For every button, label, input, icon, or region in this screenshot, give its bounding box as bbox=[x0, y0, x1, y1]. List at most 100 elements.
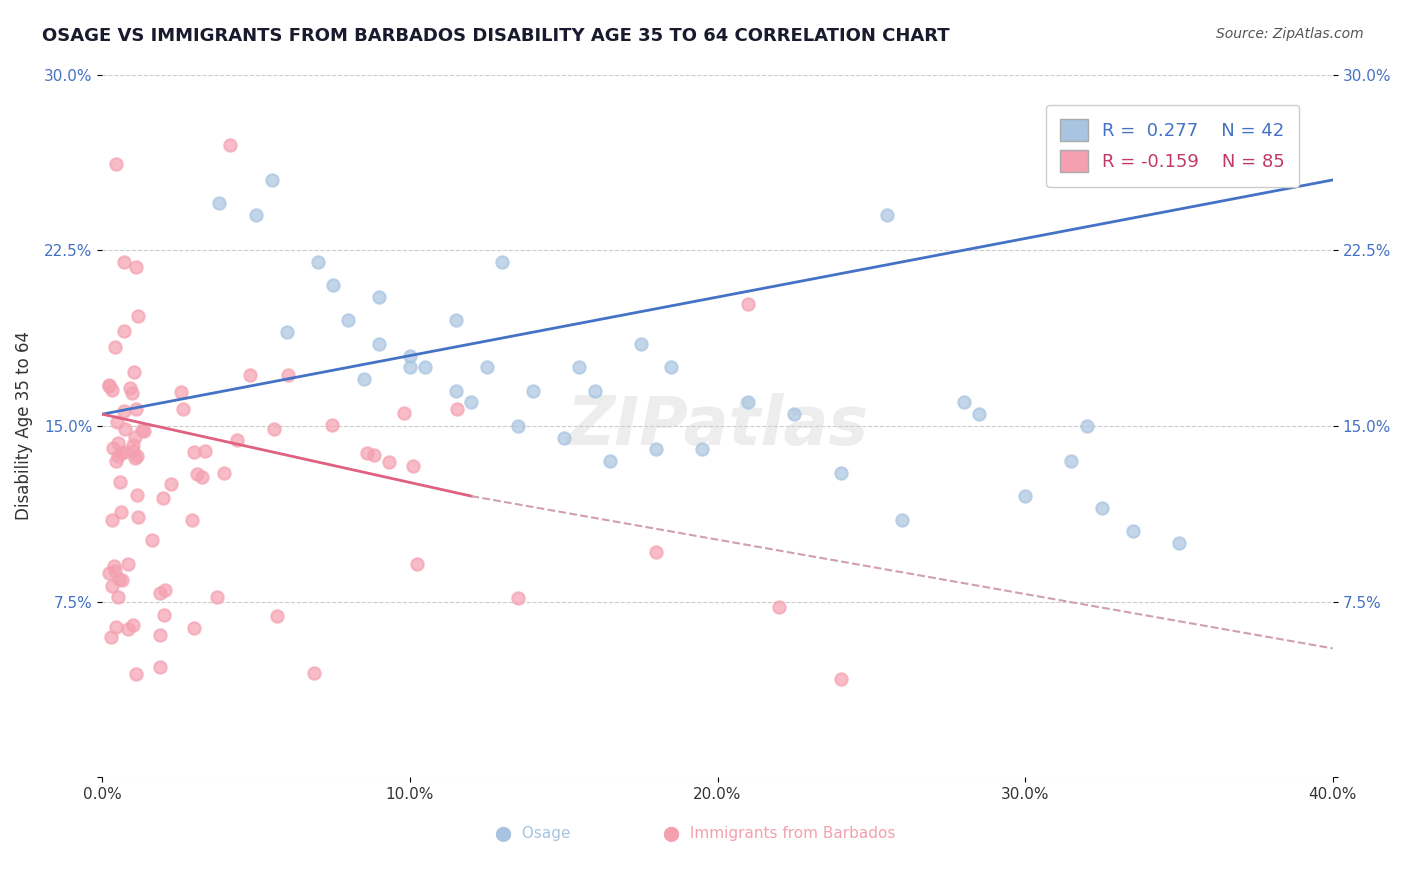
Point bbox=[322, 278, 344, 293]
Point bbox=[212, 467, 235, 481]
Point bbox=[630, 337, 652, 351]
Point bbox=[661, 360, 683, 375]
Point bbox=[392, 406, 415, 420]
Point bbox=[1060, 454, 1083, 468]
Point bbox=[952, 395, 974, 409]
Point bbox=[1091, 500, 1114, 515]
Point bbox=[363, 448, 385, 462]
Point bbox=[105, 454, 128, 468]
Point bbox=[125, 450, 148, 464]
Point bbox=[122, 366, 145, 380]
Point bbox=[111, 573, 134, 587]
Point bbox=[149, 628, 172, 642]
Point bbox=[783, 407, 806, 421]
Point bbox=[101, 513, 124, 527]
Point bbox=[120, 381, 142, 395]
Point bbox=[104, 620, 127, 634]
Point bbox=[239, 368, 262, 383]
Point bbox=[368, 290, 391, 304]
Point bbox=[302, 665, 325, 680]
Point bbox=[263, 422, 285, 436]
Point bbox=[153, 583, 176, 598]
Point bbox=[356, 445, 378, 459]
Point bbox=[260, 173, 283, 187]
Point bbox=[645, 545, 668, 559]
Point bbox=[690, 442, 713, 457]
Text: ⬤  Osage: ⬤ Osage bbox=[495, 826, 571, 842]
Point bbox=[149, 585, 172, 599]
Point bbox=[402, 458, 425, 473]
Point bbox=[276, 325, 298, 339]
Point bbox=[112, 254, 135, 268]
Point bbox=[186, 467, 208, 482]
Point bbox=[737, 395, 759, 409]
Point bbox=[170, 384, 193, 399]
Point bbox=[107, 590, 129, 604]
Point bbox=[160, 476, 183, 491]
Point bbox=[125, 401, 148, 416]
Point bbox=[125, 260, 148, 274]
Point bbox=[149, 659, 172, 673]
Point bbox=[104, 564, 127, 578]
Point bbox=[127, 509, 149, 524]
Point bbox=[506, 591, 529, 606]
Point bbox=[103, 559, 125, 574]
Point bbox=[399, 360, 422, 375]
Point bbox=[98, 379, 121, 393]
Text: Source: ZipAtlas.com: Source: ZipAtlas.com bbox=[1216, 27, 1364, 41]
Point bbox=[583, 384, 606, 398]
Point bbox=[110, 446, 132, 460]
Point bbox=[876, 208, 898, 222]
Point bbox=[124, 430, 146, 444]
Point bbox=[522, 384, 544, 398]
Point bbox=[152, 491, 174, 505]
Point bbox=[444, 384, 467, 398]
Point bbox=[121, 386, 143, 401]
Point bbox=[1384, 384, 1406, 398]
Point bbox=[103, 441, 125, 455]
Point bbox=[108, 475, 131, 489]
Y-axis label: Disability Age 35 to 64: Disability Age 35 to 64 bbox=[15, 332, 32, 520]
Point bbox=[378, 455, 401, 469]
Point bbox=[337, 313, 360, 327]
Point bbox=[98, 566, 121, 581]
Point bbox=[967, 407, 990, 421]
Point bbox=[568, 360, 591, 375]
Point bbox=[460, 395, 482, 409]
Point bbox=[122, 617, 145, 632]
Point bbox=[101, 579, 124, 593]
Point bbox=[321, 418, 343, 433]
Point bbox=[117, 622, 139, 636]
Point bbox=[1122, 524, 1144, 539]
Point bbox=[105, 157, 128, 171]
Point bbox=[506, 418, 529, 433]
Legend: R =  0.277    N = 42, R = -0.159    N = 85: R = 0.277 N = 42, R = -0.159 N = 85 bbox=[1046, 104, 1299, 186]
Point bbox=[108, 572, 131, 586]
Point bbox=[183, 621, 205, 635]
Point bbox=[122, 437, 145, 451]
Point bbox=[415, 360, 437, 375]
Point bbox=[1014, 489, 1036, 503]
Point bbox=[307, 255, 329, 269]
Point bbox=[107, 436, 129, 450]
Point bbox=[100, 630, 122, 644]
Point bbox=[768, 600, 790, 615]
Point bbox=[208, 196, 231, 211]
Point bbox=[830, 466, 852, 480]
Point bbox=[645, 442, 668, 457]
Point bbox=[183, 445, 205, 459]
Point bbox=[104, 340, 127, 354]
Point bbox=[553, 431, 575, 445]
Point bbox=[225, 433, 247, 447]
Point bbox=[132, 425, 155, 439]
Point bbox=[124, 451, 146, 466]
Point bbox=[219, 137, 242, 152]
Point bbox=[141, 533, 163, 548]
Point bbox=[105, 415, 128, 429]
Point bbox=[207, 590, 229, 604]
Point bbox=[1168, 536, 1191, 550]
Point bbox=[114, 444, 136, 458]
Point bbox=[830, 672, 852, 686]
Point bbox=[277, 368, 299, 382]
Point bbox=[266, 609, 288, 624]
